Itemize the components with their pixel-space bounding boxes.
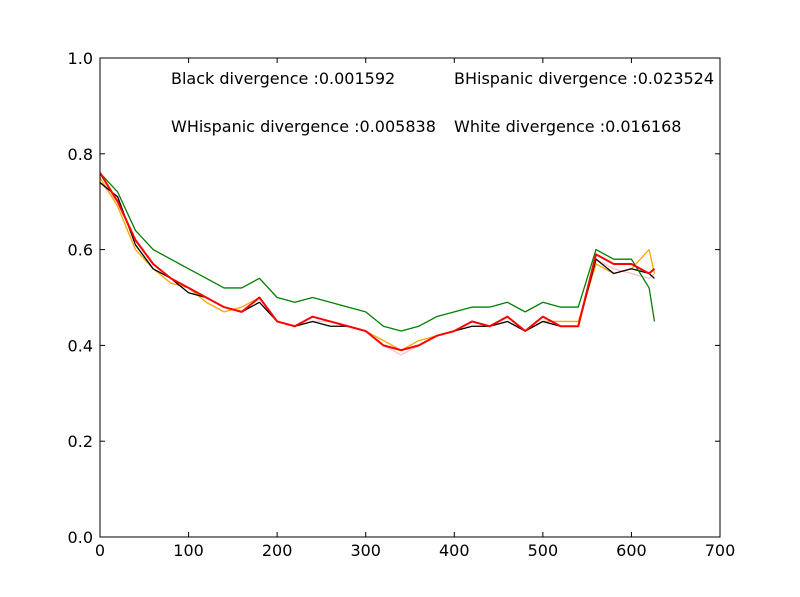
annotation-white-divergence: White divergence :0.016168 (454, 117, 681, 136)
annotation-bhispanic-divergence: BHispanic divergence :0.023524 (454, 69, 714, 88)
ticks-layer: 0 100 200 300 400 500 600 700 0.0 0.2 0.4 0.6 0.8 1.0 (68, 49, 736, 560)
y-tick-label: 0.2 (68, 432, 93, 451)
annotations-layer: Black divergence :0.001592 BHispanic div… (171, 69, 714, 136)
x-tick-label: 200 (262, 541, 293, 560)
y-tick-label: 0.6 (68, 241, 93, 260)
annotation-black-divergence: Black divergence :0.001592 (171, 69, 395, 88)
x-tick-label: 600 (616, 541, 647, 560)
series-line-4 (100, 172, 656, 352)
x-tick-label: 700 (705, 541, 736, 560)
series-layer (100, 172, 656, 356)
x-tick-label: 500 (528, 541, 559, 560)
x-tick-label: 0 (95, 541, 105, 560)
x-tick-label: 400 (439, 541, 470, 560)
series-line-3 (100, 172, 656, 332)
y-tick-label: 1.0 (68, 49, 93, 68)
y-tick-label: 0.4 (68, 336, 93, 355)
x-tick-label: 300 (350, 541, 381, 560)
series-line-0 (100, 182, 655, 356)
axes-frame (99, 57, 721, 538)
x-tick-label: 100 (173, 541, 204, 560)
y-tick-label: 0.0 (68, 528, 93, 547)
y-tick-label: 0.8 (68, 145, 93, 164)
series-line-1 (100, 177, 656, 351)
annotation-whispanic-divergence: WHispanic divergence :0.005838 (171, 117, 436, 136)
